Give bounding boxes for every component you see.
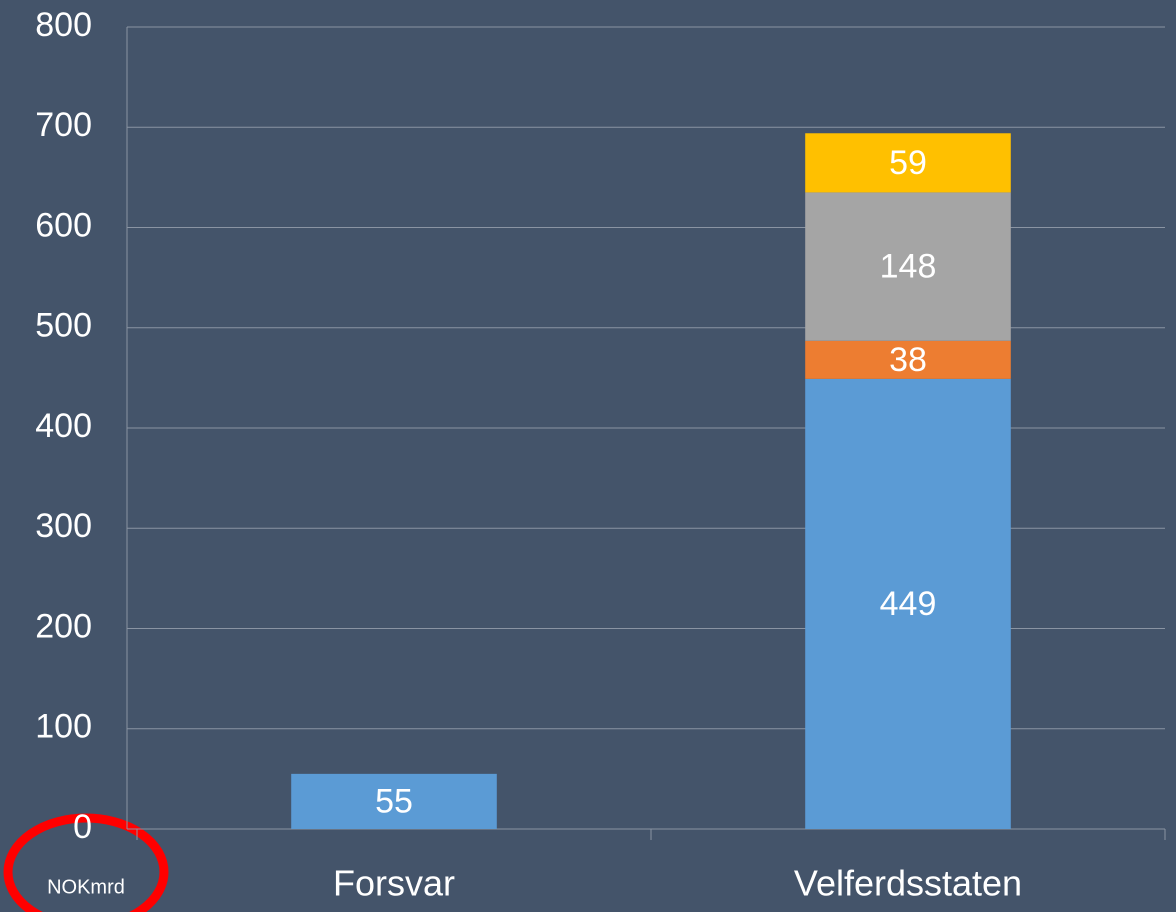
data-label: 38 xyxy=(889,341,927,379)
y-tick-label: 300 xyxy=(35,507,92,545)
bar-segment xyxy=(805,192,1011,341)
data-label: 55 xyxy=(375,782,413,820)
data-label: 148 xyxy=(880,248,937,286)
y-tick-label: 600 xyxy=(35,206,92,244)
data-label: 59 xyxy=(889,144,927,182)
y-tick-label: 200 xyxy=(35,607,92,645)
highlight-circle xyxy=(3,813,169,912)
y-tick-label: 100 xyxy=(35,708,92,746)
bar-segment xyxy=(805,340,1011,379)
unit-annotation: NOKmrd xyxy=(47,876,125,898)
bar-segment xyxy=(805,378,1011,829)
bar-segment xyxy=(805,133,1011,193)
bar-segment xyxy=(291,773,497,829)
y-tick-label: 500 xyxy=(35,307,92,345)
y-tick-label: 700 xyxy=(35,106,92,144)
data-label: 449 xyxy=(880,585,937,623)
y-tick-label: 800 xyxy=(35,6,92,44)
y-tick-label: 0 xyxy=(73,808,92,846)
x-tick-label: Velferdsstaten xyxy=(794,863,1022,904)
y-tick-label: 400 xyxy=(35,407,92,445)
x-tick-label: Forsvar xyxy=(333,863,455,904)
